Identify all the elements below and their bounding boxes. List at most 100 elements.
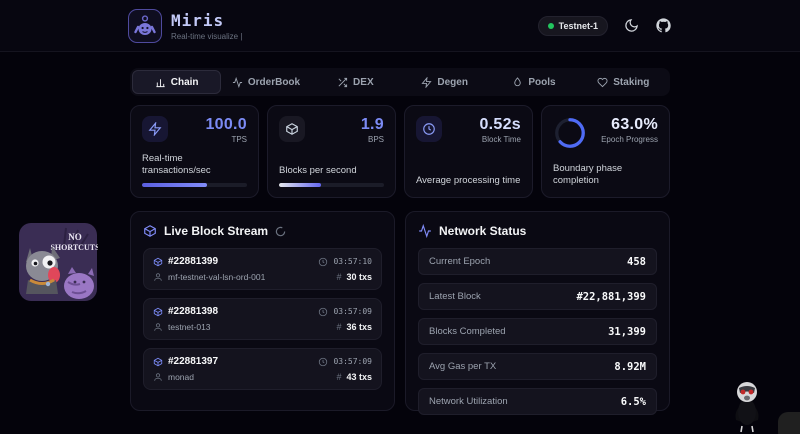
stat-value: 31,399 bbox=[608, 325, 646, 338]
clock-icon bbox=[416, 116, 442, 142]
stat-label: Blocks Completed bbox=[429, 326, 506, 337]
stat-card-bps: 1.9 BPS Blocks per second bbox=[267, 105, 396, 198]
tx-count: 43 txs bbox=[346, 372, 372, 382]
stat-card-block-time: 0.52s Block Time Average processing time bbox=[404, 105, 533, 198]
network-status-panel: Network Status Current Epoch 458 Latest … bbox=[405, 211, 670, 415]
bps-unit: BPS bbox=[367, 135, 384, 144]
stat-value: #22,881,399 bbox=[576, 290, 646, 303]
block-row[interactable]: #22881398 03:57:09 testnet-013 # 36 txs bbox=[143, 298, 382, 340]
bps-description: Blocks per second bbox=[279, 165, 357, 177]
network-stat-row: Current Epoch 458 bbox=[418, 248, 657, 275]
network-badge: Testnet-1 bbox=[537, 15, 608, 36]
hash-icon: # bbox=[336, 322, 342, 332]
network-stat-row: Network Utilization 6.5% bbox=[418, 388, 657, 415]
block-stream-title: Live Block Stream bbox=[164, 224, 269, 238]
block-time-value: 0.52s bbox=[479, 116, 521, 133]
brand: Miris Real-time visualize | bbox=[128, 8, 243, 43]
block-time: 03:57:10 bbox=[333, 257, 372, 266]
sticker-text-line2: SHORTCUTS bbox=[50, 243, 98, 252]
tps-value: 100.0 bbox=[205, 116, 247, 133]
stat-cards: 100.0 TPS Real-time transactions/sec 1.9 bbox=[130, 105, 670, 198]
validator-name: monad bbox=[168, 372, 194, 382]
waveform-icon bbox=[232, 76, 242, 88]
cube-icon bbox=[153, 257, 163, 266]
no-shortcuts-sticker: NO SHORTCUTS bbox=[18, 222, 100, 302]
tab-orderbook[interactable]: OrderBook bbox=[221, 70, 310, 94]
stat-value: 8.92M bbox=[614, 360, 646, 373]
stat-label: Latest Block bbox=[429, 291, 481, 302]
heart-icon bbox=[597, 77, 608, 87]
tab-staking[interactable]: Staking bbox=[579, 70, 668, 94]
app-logo[interactable] bbox=[128, 8, 162, 43]
tps-progress-fill bbox=[142, 183, 208, 187]
github-link[interactable] bbox=[654, 17, 672, 35]
github-icon bbox=[655, 18, 671, 33]
theme-toggle-button[interactable] bbox=[622, 17, 640, 35]
clock-icon bbox=[319, 357, 328, 366]
bar-chart-icon bbox=[156, 78, 165, 87]
panels: Live Block Stream #22881399 03:57:10 mf-… bbox=[130, 211, 670, 415]
cube-icon bbox=[144, 225, 156, 237]
network-stat-row: Latest Block #22,881,399 bbox=[418, 283, 657, 310]
epoch-value: 63.0% bbox=[611, 116, 658, 133]
block-time-unit: Block Time bbox=[481, 135, 521, 144]
tab-chain[interactable]: Chain bbox=[132, 70, 222, 94]
block-time-description: Average processing time bbox=[416, 175, 521, 187]
block-row[interactable]: #22881399 03:57:10 mf-testnet-val-lsn-or… bbox=[143, 248, 382, 290]
activity-icon bbox=[419, 224, 431, 238]
status-dot bbox=[547, 22, 554, 29]
epoch-description: Boundary phase completion bbox=[553, 163, 623, 187]
block-number: #22881399 bbox=[168, 256, 219, 267]
shuffle-icon bbox=[338, 77, 348, 87]
block-time: 03:57:09 bbox=[333, 357, 372, 366]
network-badge-label: Testnet-1 bbox=[558, 20, 598, 31]
hash-icon: # bbox=[336, 372, 342, 382]
live-block-stream-panel: Live Block Stream #22881399 03:57:10 mf-… bbox=[130, 211, 395, 411]
user-icon bbox=[154, 323, 162, 331]
stat-label: Avg Gas per TX bbox=[429, 361, 497, 372]
main-content: Chain OrderBook DEX Degen bbox=[130, 68, 670, 415]
app-title: Miris bbox=[171, 10, 225, 30]
stat-label: Current Epoch bbox=[429, 256, 491, 267]
block-number: #22881398 bbox=[168, 306, 219, 317]
block-row[interactable]: #22881397 03:57:09 monad # 43 txs bbox=[143, 348, 382, 390]
block-number: #22881397 bbox=[168, 356, 219, 367]
cube-icon bbox=[279, 116, 305, 142]
header: Miris Real-time visualize | Testnet-1 bbox=[0, 0, 800, 52]
stat-label: Network Utilization bbox=[429, 396, 508, 407]
block-time: 03:57:09 bbox=[333, 307, 372, 316]
tab-degen[interactable]: Degen bbox=[400, 70, 489, 94]
network-stat-row: Blocks Completed 31,399 bbox=[418, 318, 657, 345]
stat-value: 458 bbox=[627, 255, 646, 268]
app-subtitle: Real-time visualize | bbox=[171, 31, 243, 41]
stat-value: 6.5% bbox=[620, 395, 646, 408]
zap-icon bbox=[142, 116, 168, 142]
epoch-progress-ring bbox=[553, 116, 587, 150]
pixel-character bbox=[726, 378, 768, 434]
droplet-icon bbox=[514, 76, 522, 86]
network-stat-row: Avg Gas per TX 8.92M bbox=[418, 353, 657, 380]
tab-dex[interactable]: DEX bbox=[311, 70, 400, 94]
bps-progress-fill bbox=[279, 183, 321, 187]
tab-pools[interactable]: Pools bbox=[489, 70, 578, 94]
validator-name: testnet-013 bbox=[168, 322, 211, 332]
zap-icon bbox=[421, 76, 432, 88]
moon-icon bbox=[624, 19, 638, 32]
clock-icon bbox=[319, 257, 328, 266]
tps-unit: TPS bbox=[231, 135, 247, 144]
tx-count: 30 txs bbox=[346, 272, 372, 282]
user-icon bbox=[154, 273, 162, 281]
user-icon bbox=[154, 373, 162, 381]
epoch-unit: Epoch Progress bbox=[601, 135, 658, 144]
bps-progress-bar bbox=[279, 183, 384, 187]
stat-card-tps: 100.0 TPS Real-time transactions/sec bbox=[130, 105, 259, 198]
hash-icon: # bbox=[336, 272, 342, 282]
loading-spinner-icon bbox=[275, 226, 286, 236]
stat-card-epoch: 63.0% Epoch Progress Boundary phase comp… bbox=[541, 105, 670, 198]
validator-name: mf-testnet-val-lsn-ord-001 bbox=[168, 272, 266, 282]
tab-bar: Chain OrderBook DEX Degen bbox=[130, 68, 670, 96]
network-status-title: Network Status bbox=[439, 224, 527, 238]
cube-icon bbox=[153, 357, 163, 366]
clock-icon bbox=[319, 307, 328, 316]
